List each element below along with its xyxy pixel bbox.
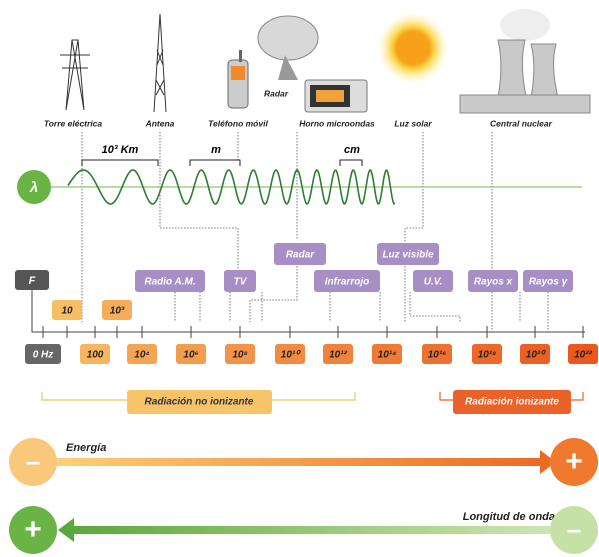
wavelength-arrowhead — [58, 518, 74, 542]
band-box — [135, 270, 205, 292]
frequency-box — [323, 344, 353, 364]
frequency-label: 10¹⁰ — [281, 350, 301, 361]
scale-label: cm — [344, 144, 360, 156]
group-label: Radiación ionizante — [465, 397, 559, 408]
energy-arrowhead — [540, 450, 556, 474]
wavelength-end-sign: – — [567, 514, 581, 544]
frequency-axis — [31, 290, 585, 333]
band-box — [413, 270, 453, 292]
frequency-label: 0 Hz — [33, 350, 54, 361]
energy-end-sign: + — [565, 445, 583, 478]
source-label: Torre eléctrica — [44, 118, 103, 128]
wave — [67, 168, 396, 206]
frequency-label: 10²² — [574, 350, 592, 361]
band-box — [274, 243, 326, 265]
source-label: Radar — [264, 88, 289, 98]
scale-brackets — [81, 159, 363, 166]
band-label: Rayos γ — [529, 277, 569, 288]
lambda-badge — [17, 170, 51, 204]
frequency-label: 10³ — [110, 306, 125, 317]
energy-arrow — [55, 458, 543, 466]
energy-label: Energía — [66, 442, 106, 454]
f-badge — [15, 270, 49, 290]
non-ionizing-box — [127, 390, 272, 414]
frequency-box — [275, 344, 305, 364]
band-box — [314, 270, 380, 292]
group-label: Radiación no ionizante — [145, 397, 254, 408]
frequency-label: 10¹⁸ — [478, 350, 497, 361]
frequency-box — [176, 344, 206, 364]
phone-icon — [227, 50, 249, 109]
frequency-label: 10⁸ — [232, 350, 247, 361]
band-label: Radar — [286, 250, 315, 261]
frequency-box — [102, 300, 132, 320]
band-label: Radio A.M. — [144, 277, 195, 288]
energy-end — [550, 438, 598, 486]
frequency-box — [80, 344, 110, 364]
scale-label: 10³ Km — [102, 144, 139, 156]
wavelength-label: Longitud de onda — [463, 511, 555, 523]
sun-icon — [377, 12, 449, 84]
frequency-label: 10⁴ — [134, 350, 149, 361]
frequency-label: 100 — [87, 350, 104, 361]
frequency-label: 10⁶ — [183, 350, 198, 361]
antenna-icon — [153, 13, 167, 113]
wavelength-start-sign: + — [24, 513, 42, 546]
lambda-symbol: λ — [29, 179, 38, 196]
frequency-label: 10 — [61, 306, 73, 317]
energy-start-sign: – — [26, 446, 40, 476]
frequency-box — [472, 344, 502, 364]
band-label: TV — [234, 277, 248, 288]
frequency-box — [568, 344, 598, 364]
ionizing-box — [453, 390, 571, 414]
band-label: Infrarrojo — [325, 277, 369, 288]
leader-lines — [81, 132, 549, 330]
frequency-box — [372, 344, 402, 364]
wavelength-arrow — [70, 526, 550, 534]
scale-label: m — [211, 144, 221, 156]
frequency-box — [25, 344, 61, 364]
frequency-box — [422, 344, 452, 364]
source-label: Central nuclear — [490, 118, 553, 128]
band-box — [468, 270, 518, 292]
band-box — [377, 243, 439, 265]
frequency-label: 10²⁰ — [526, 350, 546, 361]
source-label: Horno microondas — [299, 118, 375, 128]
frequency-label: 10¹⁶ — [428, 350, 447, 361]
frequency-label: 10¹² — [329, 350, 347, 361]
band-label: Luz visible — [382, 250, 434, 261]
frequency-box — [127, 344, 157, 364]
source-label: Teléfono móvil — [208, 118, 268, 128]
wavelength-end — [550, 506, 598, 554]
frequency-box — [52, 300, 82, 320]
band-box — [224, 270, 256, 292]
band-label: U.V. — [424, 277, 443, 288]
source-label: Luz solar — [394, 118, 432, 128]
radar-icon — [257, 15, 319, 80]
frequency-label: 10¹⁴ — [378, 350, 397, 361]
frequency-box — [225, 344, 255, 364]
microwave-icon — [304, 79, 368, 113]
band-label: Rayos x — [474, 277, 513, 288]
frequency-box — [520, 344, 550, 364]
band-box — [523, 270, 573, 292]
wavelength-start — [9, 506, 57, 554]
f-symbol: F — [29, 275, 36, 287]
tower-icon — [60, 39, 90, 111]
source-label: Antena — [145, 118, 175, 128]
nuclear-plant-icon — [459, 9, 591, 114]
energy-start — [9, 438, 57, 486]
